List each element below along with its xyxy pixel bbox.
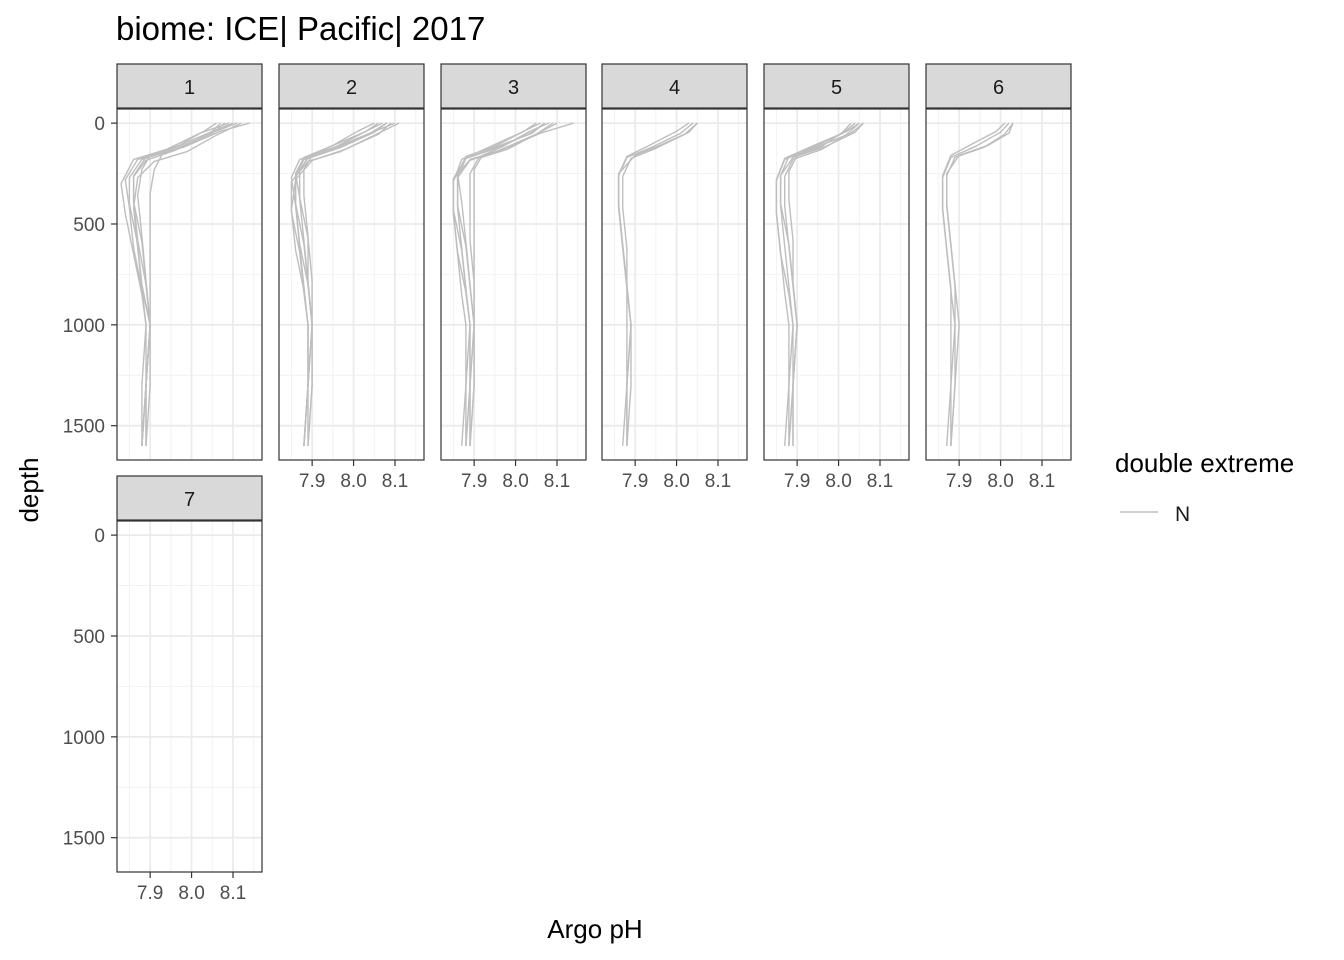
facet-panel-7: 7 0 500 1000 1500 7.9 8.0 8.1 [63, 475, 263, 904]
panel-background [279, 109, 424, 460]
x-tick-label: 8.1 [220, 883, 246, 904]
x-tick-label: 8.0 [987, 471, 1013, 492]
y-tick-label: 500 [73, 627, 105, 648]
facet-strip [763, 63, 910, 109]
x-tick-label: 8.0 [825, 471, 851, 492]
facet-panel-1: 1 0 500 1000 1500 [63, 63, 263, 461]
ph-profile-line [132, 122, 238, 446]
ph-profile-line [124, 122, 234, 446]
facet-panel-5: 5 7.9 8.0 8.1 [763, 63, 910, 492]
x-tick-label: 8.0 [178, 883, 204, 904]
ph-profile-line [775, 122, 864, 446]
facet-strip-label: 4 [669, 77, 680, 99]
x-tick-label: 7.9 [784, 471, 810, 492]
ph-profile-line [120, 122, 230, 446]
ph-profile-line [622, 122, 698, 446]
facet-panel-3: 3 7.9 8.0 8.1 [440, 63, 587, 492]
x-tick-label: 7.9 [622, 471, 648, 492]
y-tick-label: 500 [73, 215, 105, 236]
panel-border [601, 108, 748, 461]
chart-title: biome: ICE| Pacific| 2017 [116, 10, 485, 47]
x-tick-label: 8.1 [867, 471, 893, 492]
panel-background [117, 521, 262, 872]
x-tick-label: 8.0 [340, 471, 366, 492]
legend-title: double extreme [1115, 448, 1294, 478]
ph-profile-line [784, 122, 860, 446]
x-axis-label: Argo pH [547, 914, 642, 944]
x-tick-label: 8.0 [663, 471, 689, 492]
panel-background [117, 109, 262, 460]
facet-strip [601, 63, 748, 109]
legend-item-label: N [1175, 503, 1190, 526]
y-tick-label: 0 [94, 526, 105, 547]
x-tick-label: 8.0 [502, 471, 528, 492]
ph-profile-line [941, 122, 1006, 446]
ph-profile-line [617, 122, 690, 446]
facet-strip-label: 2 [346, 77, 357, 99]
facet-strip [925, 63, 1072, 109]
x-tick-label: 8.1 [382, 471, 408, 492]
panel-border [440, 108, 587, 461]
ph-profile-line [456, 122, 558, 446]
facet-strip [440, 63, 587, 109]
ph-profile-line [294, 122, 388, 446]
panel-background [764, 109, 909, 460]
facet-strip-label: 1 [184, 77, 195, 99]
y-axis-label: depth [14, 457, 44, 522]
facet-strip-label: 3 [508, 77, 519, 99]
facet-strip [116, 63, 263, 109]
x-tick-label: 8.1 [544, 471, 570, 492]
panel-border [763, 108, 910, 461]
panel-border [116, 108, 263, 461]
facet-strip-label: 5 [831, 77, 842, 99]
facet-panel-6: 6 7.9 8.0 8.1 [925, 63, 1072, 492]
facet-strip-label: 7 [184, 489, 195, 511]
x-tick-label: 7.9 [299, 471, 325, 492]
y-tick-label: 1500 [63, 417, 105, 438]
facet-strip-label: 6 [993, 77, 1004, 99]
facet-strip [278, 63, 425, 109]
ph-profile-line [290, 122, 400, 446]
ph-profile-line [452, 122, 546, 446]
panel-border [278, 108, 425, 461]
y-tick-label: 1500 [63, 829, 105, 850]
ph-profile-line [779, 122, 860, 446]
ph-profile-line [946, 122, 1014, 446]
x-tick-label: 7.9 [461, 471, 487, 492]
facet-panels: 1 0 500 1000 1500 2 7.9 8.0 8.1 3 7.9 8.0 8.1 4 7.9 8.0… [63, 63, 1072, 904]
x-tick-label: 7.9 [946, 471, 972, 492]
panel-border [925, 108, 1072, 461]
ph-profile-line [452, 122, 541, 446]
facet-strip [116, 475, 263, 521]
panel-border [116, 520, 263, 873]
facet-panel-2: 2 7.9 8.0 8.1 [278, 63, 425, 492]
y-tick-label: 0 [94, 114, 105, 135]
x-tick-label: 7.9 [137, 883, 163, 904]
x-tick-label: 8.1 [1029, 471, 1055, 492]
ph-profile-line [303, 122, 375, 446]
facet-panel-4: 4 7.9 8.0 8.1 [601, 63, 748, 492]
y-tick-label: 1000 [63, 728, 105, 749]
legend: double extreme N [1115, 448, 1294, 526]
y-tick-label: 1000 [63, 316, 105, 337]
x-tick-label: 8.1 [705, 471, 731, 492]
